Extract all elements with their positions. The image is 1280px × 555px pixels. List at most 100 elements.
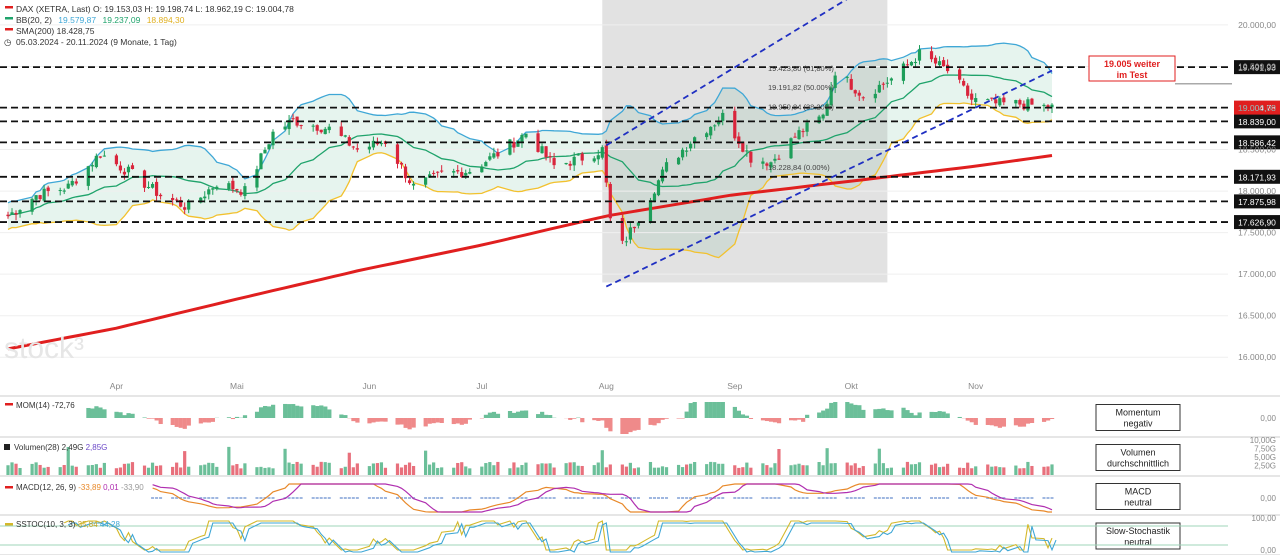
volume-bar [267,467,271,475]
volume-bar [42,467,46,475]
candle-body [34,195,38,200]
mom-bar [295,405,300,418]
candle-body [713,125,717,127]
volume-bar [516,467,520,475]
candle-body [998,98,1002,106]
macd-hist-bar [460,497,464,499]
macd-hist-bar [375,497,379,499]
mom-bar [186,418,191,426]
candle-body [432,172,436,174]
mom-bar [439,418,444,423]
volume-bar [98,467,102,475]
mom-bar [367,418,372,424]
mom-bar [182,418,187,429]
mom-bar [849,403,854,418]
mom-bar [544,414,549,418]
volume-bar [737,467,741,475]
volume-bar [648,461,653,475]
volume-bar [789,465,793,475]
mom-bar [829,402,834,418]
mom-bar [580,418,585,423]
candle-body [327,126,331,131]
macd-hist-bar [488,497,492,499]
volume-bar [62,465,66,475]
macd-hist-bar [592,497,596,499]
annotation-box: 19.005 weiter im Test [1088,55,1176,82]
volume-bar [604,467,608,475]
macd-hist-bar [632,497,636,499]
candle-body [933,57,938,64]
volume-bar [158,465,163,475]
volume-bar [74,466,78,475]
mom-bar [98,407,103,418]
mom-bar [459,418,464,425]
macd-hist-bar [749,497,753,499]
volume-bar [179,467,183,475]
mom-bar [126,413,131,418]
mom-bar [600,418,605,421]
mom-bar [853,404,858,418]
candle-body [323,128,327,135]
mom-bar [206,418,211,423]
mom-axis: 0,00 [1260,414,1276,423]
candle-body [158,194,163,197]
volume-bar [424,450,428,475]
candle-body [343,135,347,137]
candle-body [905,64,910,66]
macd-hist-bar [962,497,966,499]
candle-body [492,153,496,158]
candle-body [604,145,608,183]
mom-bar [821,410,826,418]
mom-bar [873,409,878,418]
candle-body [821,114,825,119]
candle-body [777,158,781,160]
volume-bar [150,462,155,475]
volume-bar [436,467,440,475]
macd-hist-bar [187,497,191,499]
candle-body [1022,103,1026,110]
macd-hist-bar [1018,497,1022,499]
legend-bb-upper: 19.579,87 [58,15,96,25]
volume-bar [656,467,661,475]
mom-bar [861,409,866,418]
macd-hist-bar [789,497,793,499]
volume-bar [411,465,416,475]
volume-bar [998,467,1002,475]
macd-hist-bar [540,497,544,499]
mom-bar [929,411,934,418]
mom-bar [1041,418,1047,422]
mom-bar [797,418,802,420]
volume-bar [576,465,580,475]
candle-body [845,76,849,78]
legend-bb-name: BB(20, 2) [16,15,52,25]
volume-bar [468,468,472,475]
volume-bar [1018,468,1022,475]
mom-bar [632,418,637,431]
candle-body [660,169,665,182]
candle-body [520,134,524,143]
volume-bar [937,467,942,475]
candle-body [572,156,576,166]
macd-hist-bar [452,497,456,499]
candle-body [941,60,946,67]
mom-bar [768,418,774,422]
volume-bar [203,464,207,475]
mom-bar [716,402,721,418]
month-label-2: Jun [363,381,377,391]
mom-bar [805,414,810,418]
macd-hist-bar [267,497,271,499]
mom-bar [885,410,890,418]
mom-bar [451,418,456,425]
legend-bb: BB(20, 2) 19.579,87 19.237,09 18.894,30 [16,15,185,25]
mom-status-line1: Momentum [1115,408,1160,418]
candle-body [620,217,624,241]
volume-bar [102,462,106,475]
volume-bar [484,463,488,475]
macd-hist-bar [343,497,347,499]
mom-bar [913,415,918,418]
mom-bar [375,418,380,422]
mom-bar [764,418,770,422]
candle-body [90,165,94,167]
volume-bar [90,464,94,475]
